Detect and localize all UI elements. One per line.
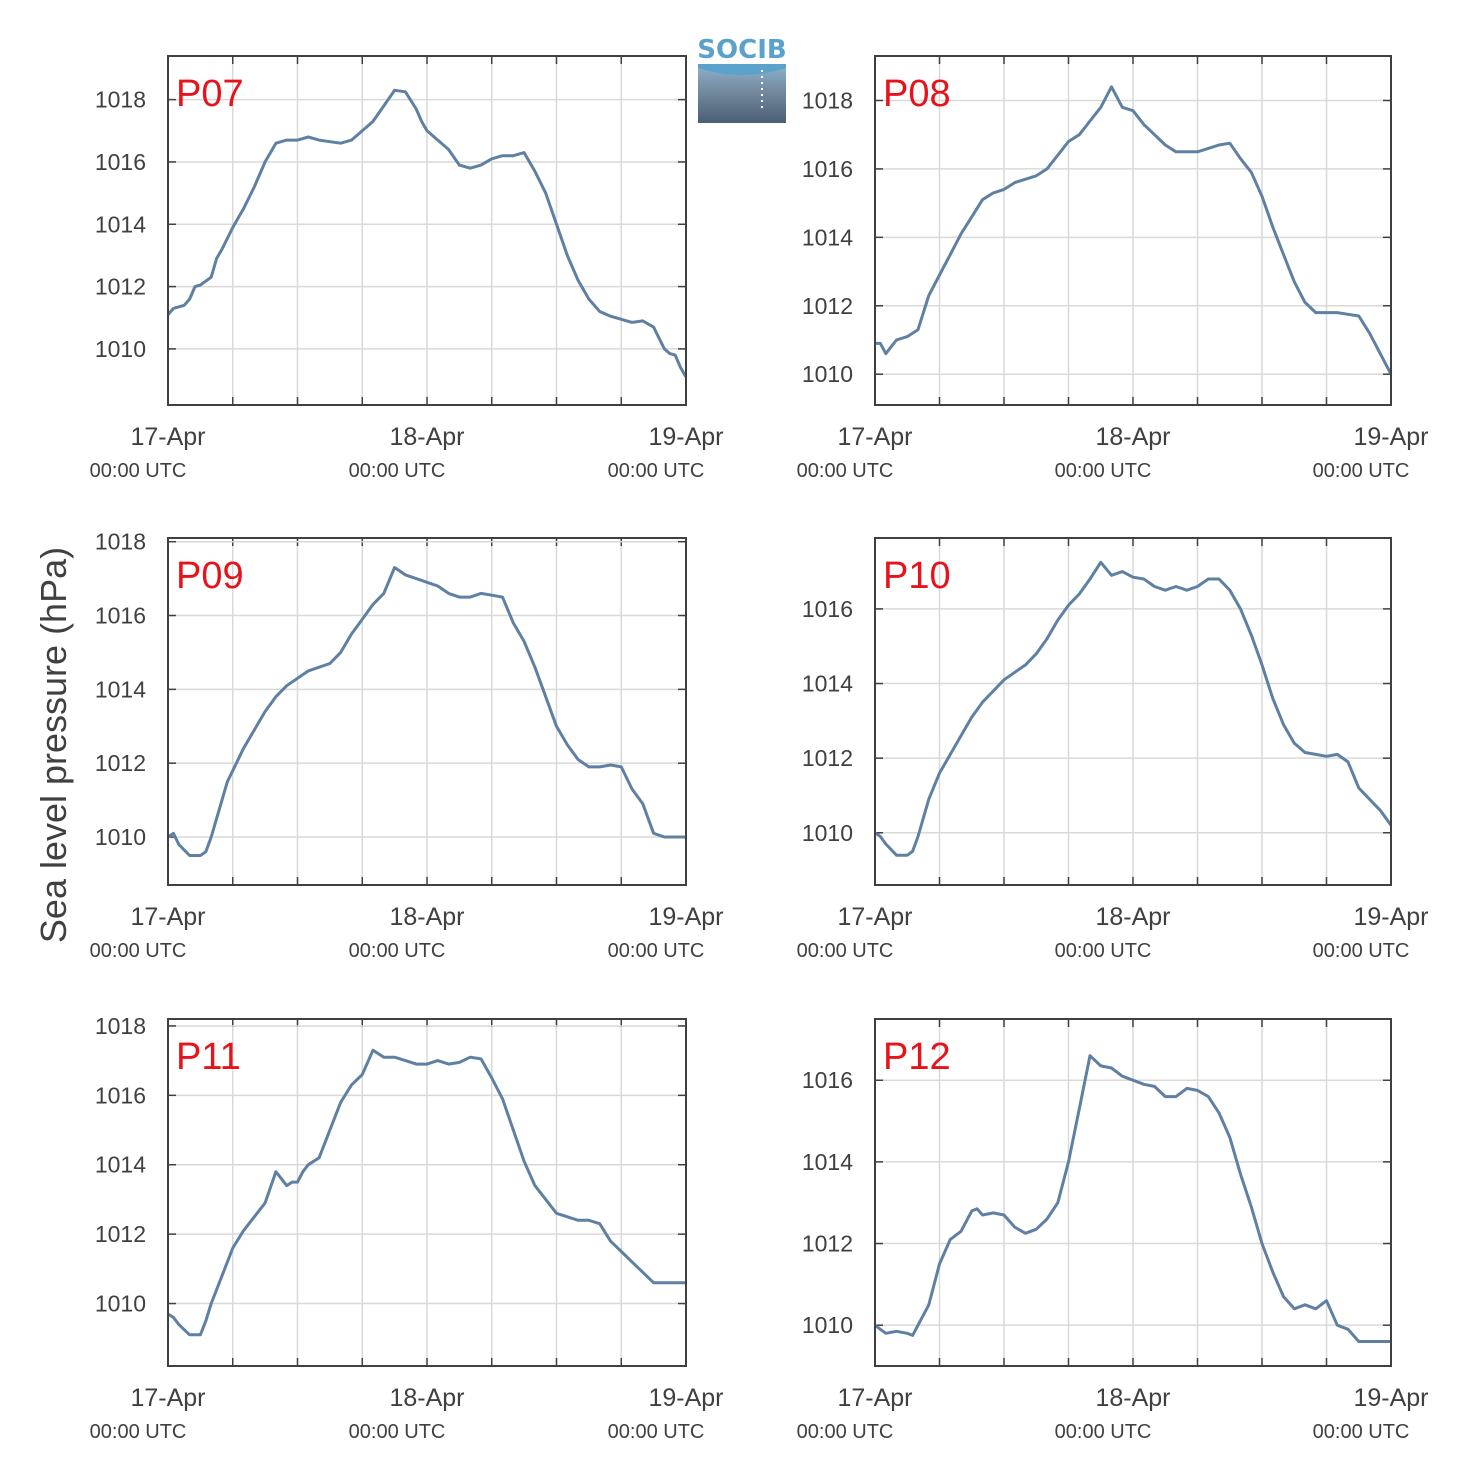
series-line-p08 (875, 85, 1393, 375)
y-tick-label: 1016 (95, 1082, 146, 1108)
x-tick-label-date: 17-Apr (837, 903, 912, 931)
x-tick-label-time: 00:00 UTC (797, 940, 894, 962)
panel-p08: 1010 1012 1014 1016 1018 17-Apr 00:00 UTC 18-Ap… (797, 55, 1429, 482)
x-tick-label-time: 00:00 UTC (349, 940, 446, 962)
panel-label: P11 (176, 1036, 241, 1078)
x-tick-label-time: 00:00 UTC (1055, 940, 1152, 962)
y-tick-label: 1012 (95, 750, 146, 776)
y-tick-label: 1014 (95, 676, 146, 702)
x-tick-label-date: 18-Apr (1095, 903, 1170, 931)
panel-p11: 1010 1012 1014 1016 1018 17-Apr 00:00 UTC 18-Ap… (90, 1013, 724, 1443)
logo-text: SOCIB (697, 35, 786, 65)
y-tick-label: 1012 (802, 1231, 853, 1257)
y-tick-label: 1016 (802, 596, 853, 622)
y-tick-label: 1014 (802, 224, 853, 250)
plot-frame (874, 1018, 1392, 1367)
y-tick-label: 1016 (95, 603, 146, 629)
series-line-p11 (167, 1048, 686, 1337)
y-tick-label: 1014 (802, 1149, 853, 1175)
x-tick-label-time: 00:00 UTC (1055, 1421, 1152, 1443)
panel-label: P07 (176, 73, 244, 115)
x-tick-label-time: 00:00 UTC (797, 460, 894, 482)
x-tick-label-date: 19-Apr (648, 423, 723, 451)
x-tick-label-date: 18-Apr (1095, 423, 1170, 451)
x-tick-label-date: 19-Apr (1353, 1384, 1428, 1412)
panel-label: P10 (883, 555, 951, 597)
y-tick-label: 1012 (95, 1221, 146, 1247)
panel-p10: 1010 1012 1014 1016 17-Apr 00:00 UTC 18-Apr 00:… (797, 537, 1429, 962)
panel-p07: 1010 1012 1014 1016 1018 17-Apr 00:00 UTC 18-Ap… (90, 55, 724, 482)
panel-label: P08 (883, 73, 951, 115)
x-tick-label-time: 00:00 UTC (90, 940, 187, 962)
x-tick-label-time: 00:00 UTC (608, 940, 705, 962)
series-line-p10 (874, 560, 1393, 857)
x-tick-label-time: 00:00 UTC (608, 1421, 705, 1443)
x-tick-label-date: 18-Apr (1095, 1384, 1170, 1412)
y-tick-label: 1012 (802, 745, 853, 771)
x-tick-label-time: 00:00 UTC (90, 460, 187, 482)
y-tick-label: 1010 (95, 824, 146, 850)
x-tick-label-time: 00:00 UTC (349, 460, 446, 482)
panel-label: P12 (883, 1036, 951, 1078)
x-tick-label-time: 00:00 UTC (1313, 460, 1410, 482)
x-tick-label-date: 19-Apr (648, 903, 723, 931)
x-tick-label-date: 17-Apr (130, 1384, 205, 1412)
plot-frame (874, 55, 1392, 406)
x-tick-label-date: 17-Apr (130, 423, 205, 451)
y-tick-label: 1010 (95, 336, 146, 362)
y-tick-label: 1018 (95, 1013, 146, 1039)
y-tick-label: 1010 (802, 1312, 853, 1338)
y-tick-label: 1016 (802, 156, 853, 182)
x-tick-label-time: 00:00 UTC (608, 460, 705, 482)
y-tick-label: 1014 (802, 671, 853, 697)
x-tick-label-date: 18-Apr (389, 1384, 464, 1412)
panel-p12: 1010 1012 1014 1016 17-Apr 00:00 UTC 18-Apr 00:… (797, 1018, 1429, 1443)
x-tick-label-date: 19-Apr (1353, 903, 1428, 931)
y-tick-label: 1018 (802, 87, 853, 113)
y-tick-label: 1018 (95, 87, 146, 113)
x-tick-label-date: 17-Apr (130, 903, 205, 931)
y-tick-label: 1016 (802, 1067, 853, 1093)
socib-logo: SOCIB (697, 35, 787, 123)
y-tick-label: 1018 (95, 529, 146, 555)
series-line-p07 (166, 88, 688, 378)
x-tick-label-time: 00:00 UTC (349, 1421, 446, 1443)
plot-frame (167, 537, 687, 886)
y-tick-label: 1012 (802, 293, 853, 319)
x-tick-label-date: 19-Apr (648, 1384, 723, 1412)
panels-group: 1010 1012 1014 1016 1018 17-Apr 00:00 UTC 18-Ap… (90, 55, 1429, 1443)
y-tick-label: 1010 (802, 820, 853, 846)
series-line-p09 (167, 566, 686, 857)
y-tick-label: 1012 (95, 274, 146, 300)
y-tick-label: 1014 (95, 211, 146, 237)
x-tick-label-time: 00:00 UTC (797, 1421, 894, 1443)
x-tick-label-time: 00:00 UTC (1055, 460, 1152, 482)
y-tick-label: 1010 (802, 361, 853, 387)
x-tick-label-date: 17-Apr (837, 1384, 912, 1412)
y-tick-label: 1010 (95, 1291, 146, 1317)
plot-frame (167, 1018, 687, 1367)
x-tick-label-date: 17-Apr (837, 423, 912, 451)
y-axis-label: Sea level pressure (hPa) (33, 547, 74, 943)
x-tick-label-date: 18-Apr (389, 903, 464, 931)
y-tick-label: 1014 (95, 1152, 146, 1178)
plot-frame (167, 55, 687, 406)
panel-label: P09 (176, 555, 244, 597)
y-tick-label: 1016 (95, 149, 146, 175)
x-tick-label-date: 19-Apr (1353, 423, 1428, 451)
plot-frame (874, 537, 1392, 886)
panel-p09: 1010 1012 1014 1016 1018 17-Apr 00:00 UTC 18-Ap… (90, 529, 724, 962)
x-tick-label-time: 00:00 UTC (1313, 1421, 1410, 1443)
x-tick-label-time: 00:00 UTC (90, 1421, 187, 1443)
series-line-p12 (874, 1054, 1391, 1343)
x-tick-label-date: 18-Apr (389, 423, 464, 451)
x-tick-label-time: 00:00 UTC (1313, 940, 1410, 962)
